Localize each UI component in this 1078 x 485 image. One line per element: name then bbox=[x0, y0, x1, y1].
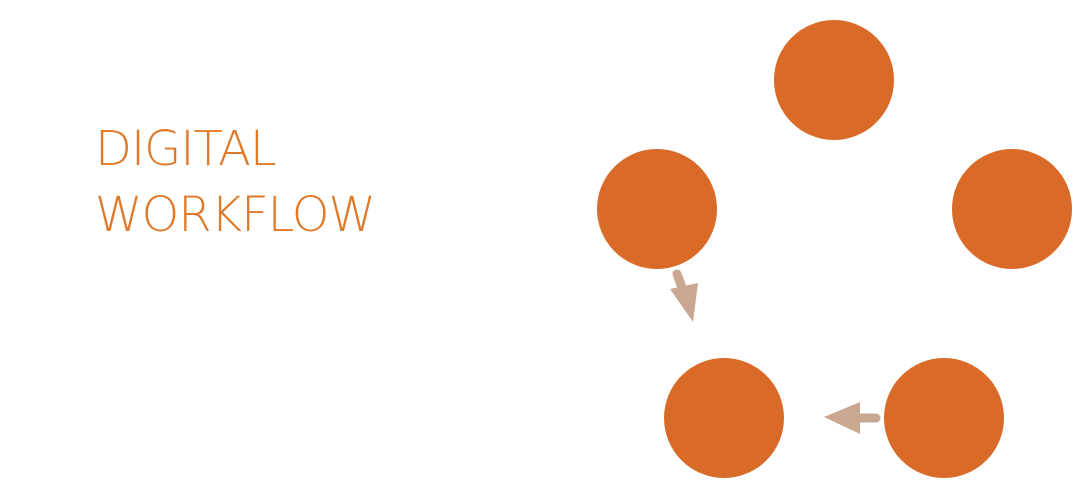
node-bottom-right bbox=[884, 358, 1004, 478]
node-left bbox=[597, 149, 717, 269]
node-right bbox=[952, 149, 1072, 269]
node-top bbox=[774, 20, 894, 140]
title-line-2: WORKFLOW bbox=[95, 187, 376, 243]
diagram-title: DIGITAL WORKFLOW bbox=[95, 116, 376, 248]
node-bottom-left bbox=[664, 358, 784, 478]
arrow-bottom-right-to-bottom-left bbox=[824, 402, 881, 434]
arrow-left-to-bottom-left bbox=[670, 269, 698, 322]
title-line-1: DIGITAL bbox=[95, 121, 277, 177]
